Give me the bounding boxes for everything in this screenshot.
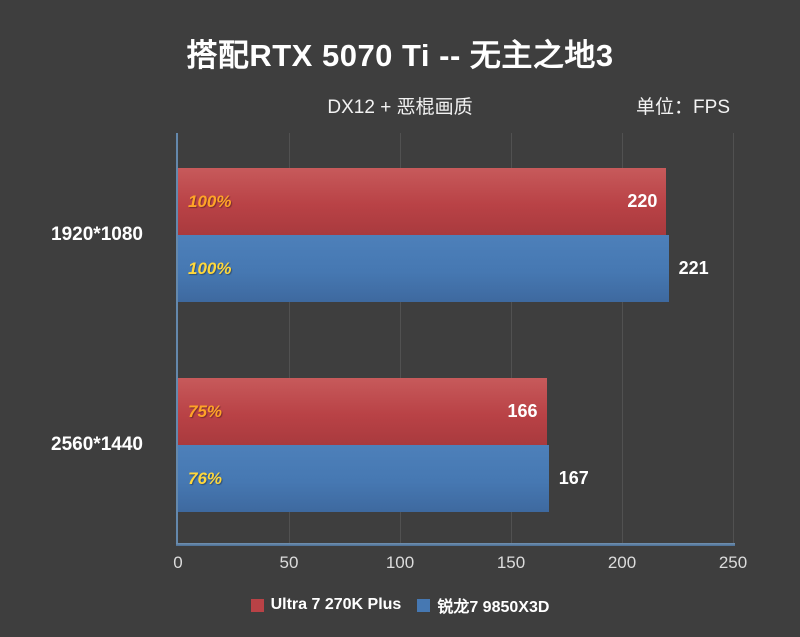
category-label-1: 2560*1440 [51,434,143,455]
x-tick-200: 200 [607,553,637,572]
legend-label: 锐龙7 9850X3D [437,599,550,616]
legend-item-1: 锐龙7 9850X3D [417,593,549,617]
x-axis-line [176,543,735,546]
x-tick-0: 0 [173,553,183,572]
bar-value-label: 221 [678,257,709,278]
bar-series1-cat0: 100% [178,235,669,302]
legend-swatch-icon [417,598,431,612]
gridline-100 [400,133,401,544]
bar-pct-label: 75% [188,401,223,421]
gridline-200 [622,133,623,544]
legend-swatch-icon [250,598,264,612]
category-label-0: 1920*1080 [51,224,143,245]
gridline-250 [733,133,734,544]
legend-label: Ultra 7 270K Plus [270,596,402,613]
bar-pct-label: 100% [188,258,232,278]
legend-item-0: Ultra 7 270K Plus [250,596,402,614]
legend: Ultra 7 270K Plus 锐龙7 9850X3D [0,593,800,617]
y-axis-line [176,133,178,546]
bar-value-label: 166 [507,401,538,421]
bar-value-label: 167 [558,467,589,488]
bar-series1-cat1: 76% [178,445,549,512]
gridline-150 [511,133,512,544]
x-tick-100: 100 [385,553,415,572]
bar-value-label: 220 [627,191,658,211]
unit-label: 单位：FPS [636,97,730,118]
x-tick-150: 150 [496,553,526,572]
x-tick-250: 250 [718,553,748,572]
chart-subtitle: DX12 + 恶棍画质 [327,97,473,118]
bar-series0-cat1: 75% 166 [178,378,547,445]
gridline-50 [289,133,290,544]
x-tick-50: 50 [279,553,299,572]
chart-title: 搭配RTX 5070 Ti -- 无主之地3 [186,38,614,73]
bar-series0-cat0: 100% 220 [178,168,667,235]
bar-pct-label: 76% [188,468,223,488]
bar-pct-label: 100% [188,191,232,211]
